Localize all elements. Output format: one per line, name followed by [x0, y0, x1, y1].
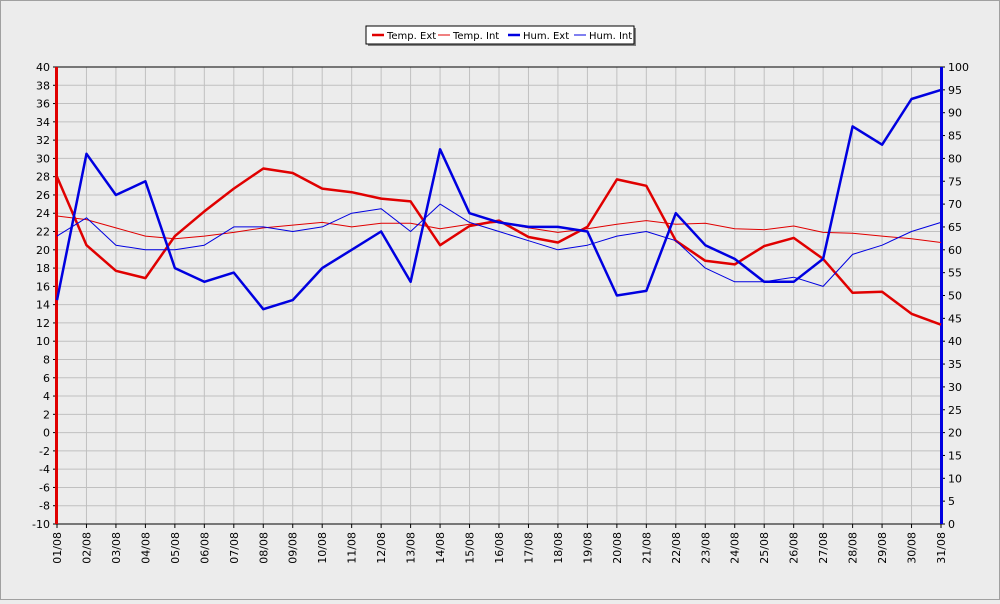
right-axis-tick-label: 100	[948, 61, 969, 74]
left-axis-tick-label: 6	[43, 372, 50, 385]
x-axis-tick-label: 25/08	[758, 532, 771, 564]
x-axis-tick-label: 17/08	[522, 532, 535, 564]
left-axis-tick-label: 24	[36, 207, 50, 220]
grid	[56, 66, 942, 525]
right-axis-tick-label: 15	[948, 449, 962, 462]
x-axis-tick-label: 27/08	[817, 532, 830, 564]
right-axis-bar	[940, 67, 943, 524]
x-axis-tick-label: 14/08	[434, 532, 447, 564]
x-axis-tick-label: 19/08	[581, 532, 594, 564]
series-line-hum-ext	[55, 88, 942, 311]
legend: Temp. Ext Temp. Int Hum. Ext Hum. Int	[365, 25, 636, 46]
left-axis-tick-label: -6	[39, 481, 50, 494]
right-axis-tick-label: 85	[948, 130, 962, 143]
x-axis-tick-label: 16/08	[493, 532, 506, 564]
right-axis-tick-label: 10	[948, 472, 962, 485]
legend-entry-label: Temp. Int	[452, 31, 499, 42]
x-axis-tick-label: 12/08	[375, 532, 388, 564]
right-axis-tick-label: 70	[948, 198, 962, 211]
x-axis-tick-label: 15/08	[464, 532, 477, 564]
x-axis-tick-label: 20/08	[611, 532, 624, 564]
left-axis-tick-label: -8	[39, 500, 50, 513]
right-axis-tick-label: 95	[948, 84, 962, 97]
left-axis-tick-label: 18	[36, 262, 50, 275]
x-axis-tick-label: 13/08	[405, 532, 418, 564]
x-axis-tick-label: 06/08	[198, 532, 211, 564]
x-axis-tick-label: 30/08	[906, 532, 919, 564]
series-line-temp-ext	[55, 167, 942, 326]
x-axis-tick-label: 07/08	[228, 532, 241, 564]
right-axis-tick-label: 80	[948, 152, 962, 165]
x-axis-tick-label: 10/08	[316, 532, 329, 564]
left-axis-tick-label: -4	[39, 463, 50, 476]
left-axis-tick-label: 22	[36, 226, 50, 239]
right-axis-tick-label: 40	[948, 335, 962, 348]
x-axis-tick-label: 11/08	[346, 532, 359, 564]
x-axis-tick-label: 29/08	[876, 532, 889, 564]
right-axis-tick-label: 35	[948, 358, 962, 371]
right-axis-tick-label: 90	[948, 107, 962, 120]
left-axis-tick-label: 4	[43, 390, 50, 403]
right-axis-tick-label: 65	[948, 221, 962, 234]
left-axis-tick-label: 36	[36, 98, 50, 111]
x-axis-tick-label: 31/08	[935, 532, 948, 564]
left-axis-tick-label: 8	[43, 353, 50, 366]
x-axis-tick-label: 04/08	[139, 532, 152, 564]
series-lines	[55, 88, 942, 326]
x-axis-tick-label: 26/08	[788, 532, 801, 564]
left-axis-tick-label: 26	[36, 189, 50, 202]
legend-entry-label: Hum. Ext	[523, 31, 569, 42]
left-axis-tick-label: -2	[39, 445, 50, 458]
left-axis-tick-label: 34	[36, 116, 50, 129]
left-axis-tick-label: 14	[36, 299, 50, 312]
right-axis-tick-label: 20	[948, 427, 962, 440]
left-axis-bar	[55, 67, 58, 524]
left-axis-tick-label: 10	[36, 335, 50, 348]
x-axis-tick-label: 18/08	[552, 532, 565, 564]
left-axis-tick-label: 0	[43, 427, 50, 440]
right-axis-tick-label: 55	[948, 267, 962, 280]
x-axis-tick-label: 21/08	[640, 532, 653, 564]
left-axis-tick-label: -10	[32, 518, 50, 531]
x-axis-tick-label: 24/08	[729, 532, 742, 564]
left-axis-tick-label: 38	[36, 79, 50, 92]
x-axis-tick-label: 22/08	[670, 532, 683, 564]
axes: -10-8-6-4-202468101214161820222426283032…	[32, 61, 969, 564]
series-line-hum-int	[56, 203, 942, 287]
x-axis-tick-label: 03/08	[110, 532, 123, 564]
left-axis-tick-label: 2	[43, 408, 50, 421]
x-axis-tick-label: 08/08	[257, 532, 270, 564]
left-axis-tick-label: 20	[36, 244, 50, 257]
x-axis-tick-label: 23/08	[699, 532, 712, 564]
legend-box	[365, 25, 635, 45]
x-axis-tick-label: 02/08	[80, 532, 93, 564]
right-axis-tick-label: 0	[948, 518, 955, 531]
left-axis-tick-label: 40	[36, 61, 50, 74]
x-axis-tick-label: 09/08	[287, 532, 300, 564]
x-axis-tick-label: 01/08	[51, 532, 64, 564]
right-axis-tick-label: 75	[948, 175, 962, 188]
right-axis-tick-label: 50	[948, 290, 962, 303]
left-axis-tick-label: 12	[36, 317, 50, 330]
right-axis-tick-label: 25	[948, 404, 962, 417]
left-axis-tick-label: 28	[36, 171, 50, 184]
right-axis-tick-label: 30	[948, 381, 962, 394]
legend-entry-label: Hum. Int	[589, 31, 632, 42]
left-axis-tick-label: 16	[36, 280, 50, 293]
right-axis-tick-label: 45	[948, 312, 962, 325]
x-axis-tick-label: 28/08	[847, 532, 860, 564]
right-axis-tick-label: 5	[948, 495, 955, 508]
right-axis-tick-label: 60	[948, 244, 962, 257]
legend-entry-label: Temp. Ext	[386, 31, 436, 42]
left-axis-tick-label: 30	[36, 152, 50, 165]
x-axis-tick-label: 05/08	[169, 532, 182, 564]
left-axis-tick-label: 32	[36, 134, 50, 147]
